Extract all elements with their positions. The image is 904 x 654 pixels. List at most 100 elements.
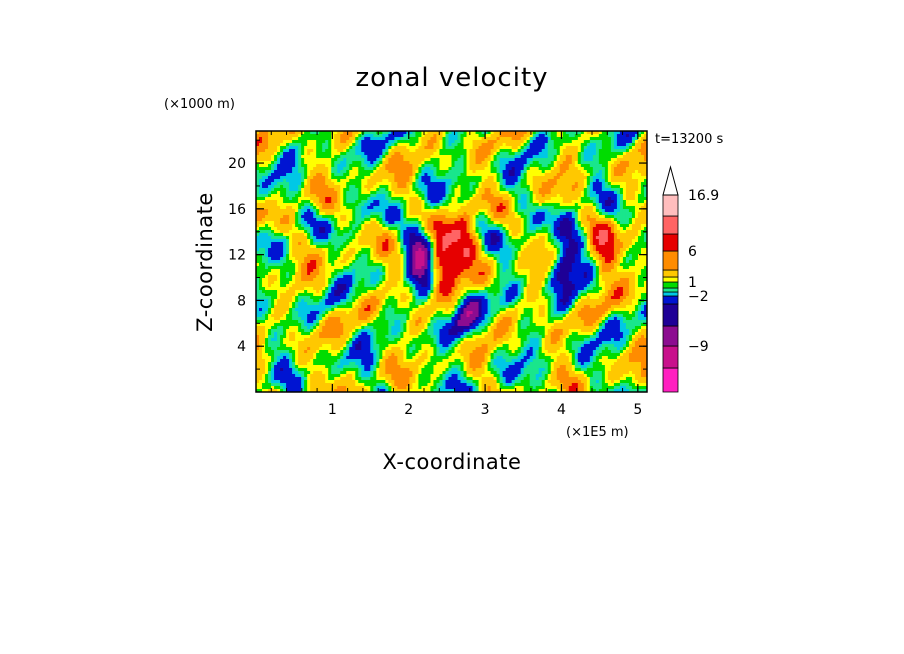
heatmap-cell	[421, 209, 426, 213]
heatmap-cell	[514, 179, 519, 183]
heatmap-cell	[592, 218, 597, 222]
heatmap-cell	[508, 137, 513, 141]
heatmap-cell	[601, 209, 606, 213]
heatmap-cell	[619, 194, 624, 198]
heatmap-cell	[466, 131, 471, 135]
heatmap-cell	[529, 143, 534, 147]
heatmap-cell	[520, 233, 525, 237]
heatmap-cell	[589, 143, 594, 147]
heatmap-cell	[415, 242, 420, 246]
heatmap-cell	[430, 140, 435, 144]
heatmap-cell	[271, 182, 275, 186]
heatmap-cell	[577, 230, 582, 234]
heatmap-cell	[292, 188, 296, 192]
heatmap-cell	[268, 155, 272, 159]
heatmap-cell	[355, 185, 359, 189]
heatmap-cell	[580, 137, 585, 141]
heatmap-cell	[319, 218, 323, 222]
heatmap-cell	[469, 179, 474, 183]
heatmap-cell	[631, 170, 636, 174]
heatmap-cell	[613, 230, 618, 234]
heatmap-cell	[370, 194, 374, 198]
heatmap-cell	[616, 170, 621, 174]
heatmap-cell	[283, 206, 287, 210]
heatmap-cell	[415, 194, 420, 198]
heatmap-cell	[346, 134, 350, 138]
heatmap-cell	[316, 218, 320, 222]
heatmap-cell	[637, 134, 642, 138]
heatmap-cell	[331, 167, 335, 171]
heatmap-cell	[286, 167, 290, 171]
heatmap-cell	[622, 176, 627, 180]
heatmap-cell	[586, 179, 591, 183]
heatmap-cell	[289, 167, 293, 171]
heatmap-cell	[313, 179, 317, 183]
heatmap-cell	[436, 158, 441, 162]
heatmap-cell	[406, 176, 410, 180]
heatmap-cell	[310, 185, 314, 189]
heatmap-cell	[568, 236, 573, 240]
heatmap-cell	[292, 200, 296, 204]
heatmap-cell	[484, 146, 489, 150]
heatmap-cell	[598, 230, 603, 234]
heatmap-cell	[625, 233, 630, 237]
heatmap-cell	[322, 236, 326, 240]
heatmap-cell	[565, 185, 570, 189]
heatmap-cell	[337, 236, 341, 240]
heatmap-cell	[403, 197, 407, 201]
heatmap-cell	[337, 206, 341, 210]
heatmap-cell	[562, 233, 567, 237]
heatmap-cell	[454, 236, 459, 240]
heatmap-cell	[598, 167, 603, 171]
heatmap-cell	[619, 200, 624, 204]
heatmap-cell	[607, 164, 612, 168]
heatmap-cell	[538, 227, 543, 231]
heatmap-cell	[610, 152, 615, 156]
heatmap-cell	[484, 182, 489, 186]
heatmap-cell	[589, 158, 594, 162]
heatmap-cell	[451, 221, 456, 225]
heatmap-cell	[364, 227, 368, 231]
heatmap-cell	[583, 164, 588, 168]
heatmap-cell	[505, 140, 510, 144]
heatmap-cell	[631, 158, 636, 162]
heatmap-cell	[604, 191, 609, 195]
heatmap-cell	[583, 170, 588, 174]
heatmap-cell	[613, 239, 618, 243]
heatmap-cell	[478, 170, 483, 174]
heatmap-cell	[619, 182, 624, 186]
heatmap-cell	[547, 155, 552, 159]
heatmap-cell	[367, 203, 371, 207]
heatmap-cell	[478, 224, 483, 228]
heatmap-cell	[601, 143, 606, 147]
heatmap-cell	[463, 140, 468, 144]
heatmap-cell	[376, 242, 380, 246]
heatmap-cell	[454, 134, 459, 138]
heatmap-cell	[502, 200, 507, 204]
heatmap-cell	[367, 215, 371, 219]
heatmap-cell	[379, 194, 383, 198]
heatmap-cell	[283, 155, 287, 159]
heatmap-cell	[346, 164, 350, 168]
heatmap-cell	[370, 185, 374, 189]
heatmap-cell	[502, 188, 507, 192]
heatmap-cell	[496, 149, 501, 153]
heatmap-cell	[433, 149, 438, 153]
heatmap-cell	[256, 212, 260, 216]
heatmap-cell	[553, 173, 558, 177]
heatmap-cell	[412, 146, 417, 150]
heatmap-cell	[265, 143, 269, 147]
heatmap-cell	[565, 158, 570, 162]
heatmap-cell	[631, 176, 636, 180]
heatmap-cell	[307, 197, 311, 201]
heatmap-cell	[574, 203, 579, 207]
heatmap-cell	[343, 215, 347, 219]
heatmap-cell	[364, 167, 368, 171]
heatmap-cell	[595, 209, 600, 213]
heatmap-cell	[436, 134, 441, 138]
heatmap-cell	[445, 173, 450, 177]
heatmap-cell	[565, 188, 570, 192]
heatmap-cell	[265, 221, 269, 225]
heatmap-cell	[526, 227, 531, 231]
heatmap-cell	[301, 170, 305, 174]
